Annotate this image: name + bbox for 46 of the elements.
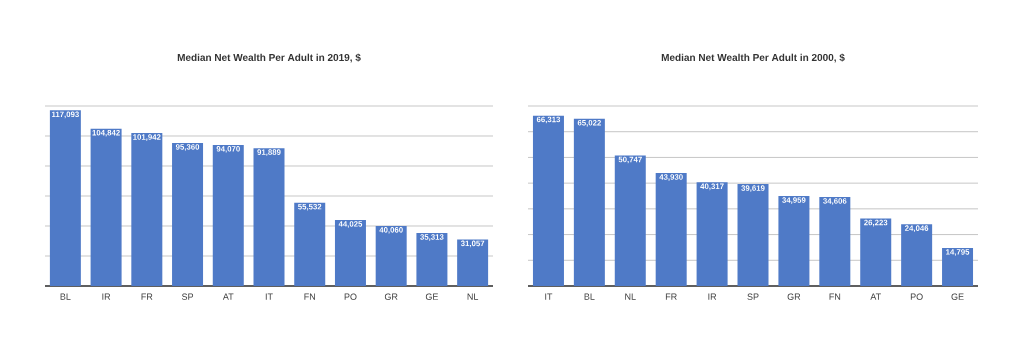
bar bbox=[614, 155, 646, 286]
x-tick-label: IT bbox=[265, 293, 273, 300]
x-tick-label: BL bbox=[60, 293, 71, 300]
chart-title: Median Net Wealth Per Adult in 2019, $ bbox=[177, 53, 361, 63]
bar bbox=[375, 225, 407, 286]
x-tick-label: AT bbox=[222, 293, 234, 300]
bar bbox=[212, 144, 244, 286]
x-tick-label: FR bbox=[665, 293, 677, 300]
x-tick-label: GR bbox=[384, 293, 398, 300]
bar bbox=[334, 219, 366, 286]
x-tick-label: NL bbox=[625, 293, 636, 300]
x-tick-label: GE bbox=[951, 293, 964, 300]
x-tick-label: IR bbox=[708, 293, 717, 300]
bar bbox=[49, 110, 81, 286]
bar bbox=[416, 233, 448, 286]
bar bbox=[90, 128, 122, 286]
bar bbox=[901, 224, 933, 286]
bar bbox=[532, 115, 564, 286]
x-tick-label: AT bbox=[870, 293, 881, 300]
x-tick-label: PO bbox=[910, 293, 923, 300]
bar bbox=[172, 142, 204, 286]
bar bbox=[860, 218, 892, 286]
bar bbox=[655, 173, 687, 286]
x-tick-label: IT bbox=[545, 293, 553, 300]
bar bbox=[696, 182, 728, 286]
x-tick-label: SP bbox=[181, 293, 194, 300]
x-tick-label: FN bbox=[304, 293, 315, 300]
bar bbox=[737, 184, 769, 286]
x-tick-label: FN bbox=[829, 293, 841, 300]
bar bbox=[819, 197, 851, 286]
x-tick-label: FR bbox=[141, 293, 153, 300]
bar bbox=[457, 239, 489, 286]
bar bbox=[942, 247, 974, 286]
bar bbox=[253, 148, 285, 286]
x-tick-label: BL bbox=[584, 293, 595, 300]
x-tick-label: GR bbox=[787, 293, 801, 300]
bar bbox=[778, 196, 810, 286]
x-tick-label: NL bbox=[467, 293, 479, 300]
x-tick-label: PO bbox=[344, 293, 357, 300]
x-tick-label: SP bbox=[747, 293, 759, 300]
x-tick-label: IR bbox=[102, 293, 111, 300]
bar bbox=[573, 118, 605, 286]
bar bbox=[131, 133, 163, 286]
chart-title: Median Net Wealth Per Adult in 2000, $ bbox=[661, 53, 845, 63]
bar bbox=[294, 202, 326, 286]
x-tick-label: GE bbox=[425, 293, 439, 300]
